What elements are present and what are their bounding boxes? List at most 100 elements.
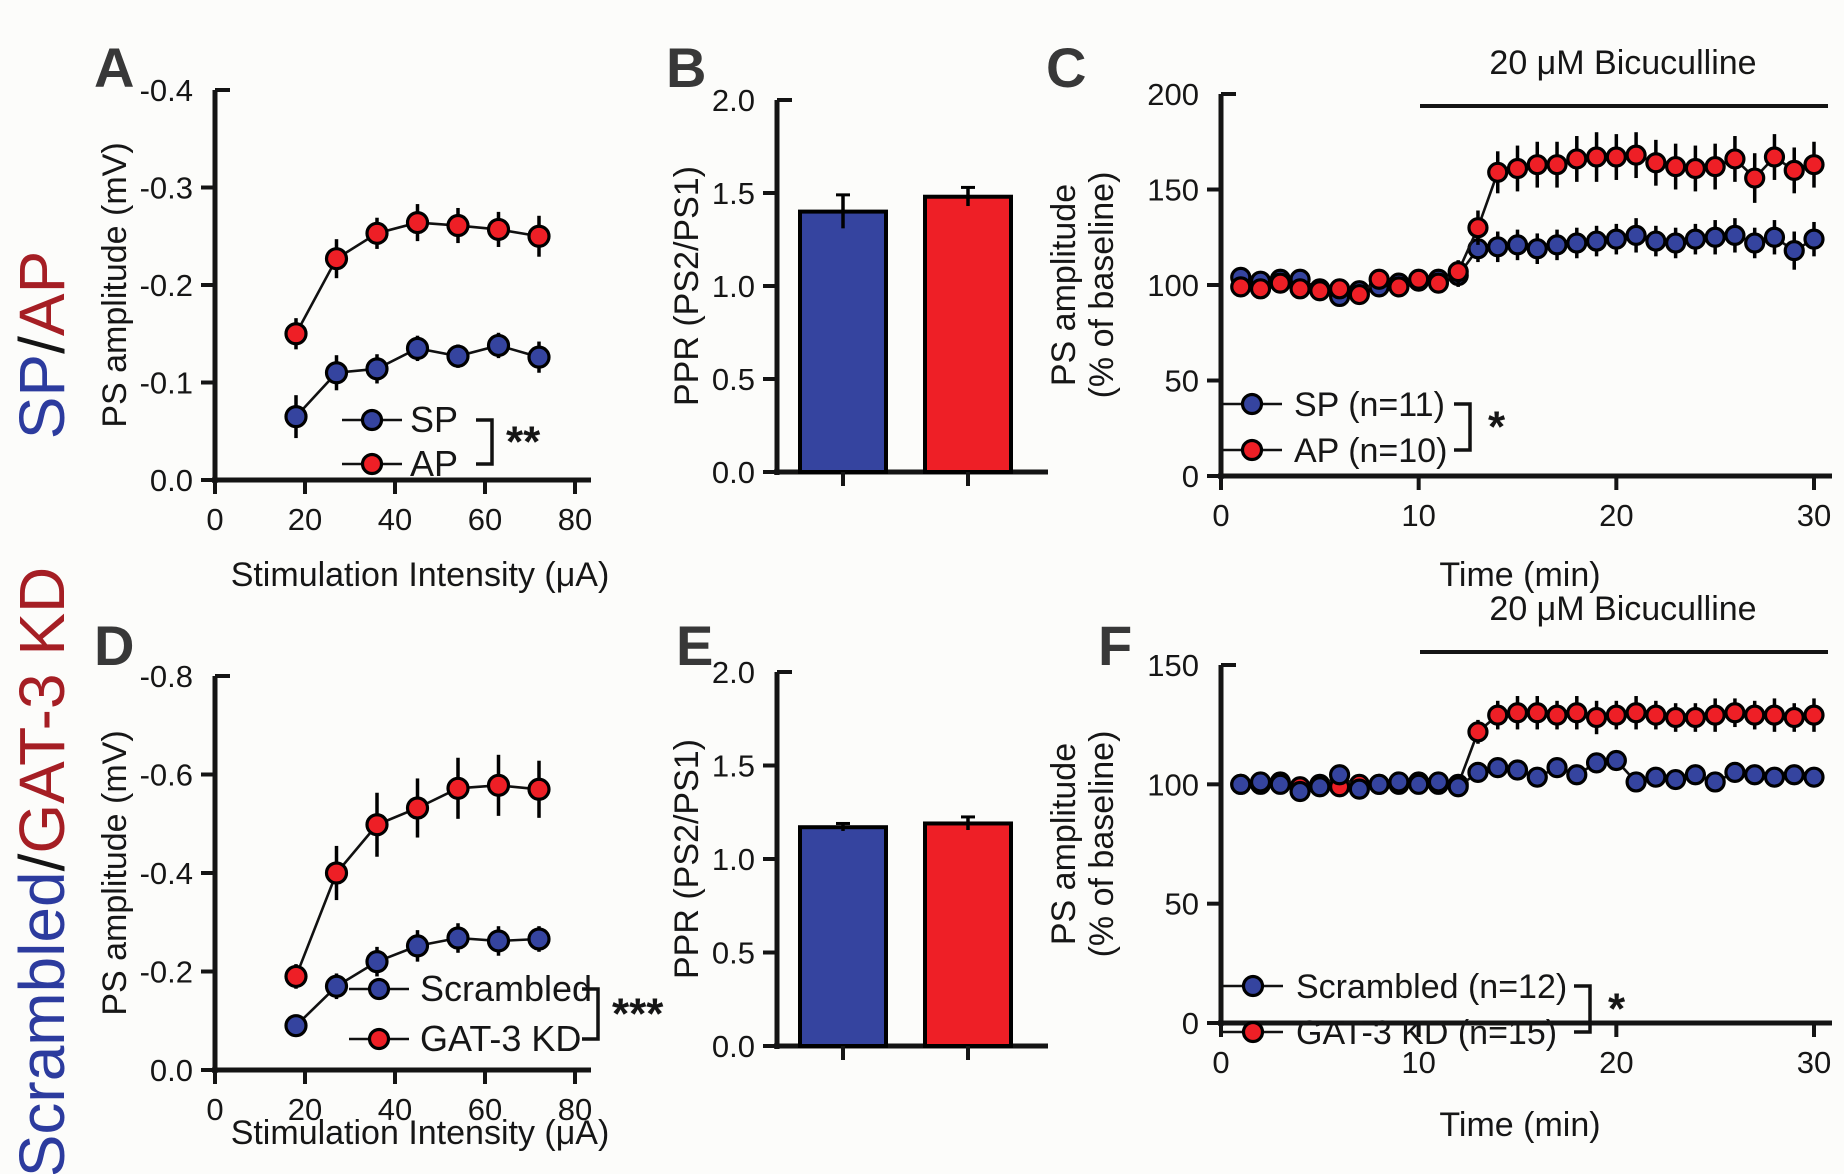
row-label-part: / <box>6 336 78 354</box>
y-tick-label: 0 <box>1182 1006 1199 1041</box>
data-point-red <box>1724 702 1746 724</box>
y-tick-label: -0.3 <box>140 171 193 206</box>
legend-label: Scrambled <box>420 968 592 1009</box>
data-point-blue <box>1605 749 1627 772</box>
data-point-blue <box>486 333 511 358</box>
data-point-blue <box>486 929 511 953</box>
series-red <box>284 754 551 989</box>
data-point-red <box>1783 706 1805 729</box>
y-tick-label: 2.0 <box>712 655 755 690</box>
data-point-blue <box>1269 773 1291 795</box>
y-axis-title: PS amplitude (mV) <box>96 730 134 1015</box>
data-point-blue <box>365 357 389 381</box>
x-tick-label: 60 <box>468 502 502 537</box>
data-point-red <box>1487 704 1509 726</box>
data-point-blue <box>1230 773 1252 795</box>
legend: SP (n=11) AP (n=10) * <box>1222 386 1506 470</box>
x-axis-title: Stimulation Intensity (μA) <box>231 556 610 594</box>
legend-label: Scrambled (n=12) <box>1296 968 1567 1006</box>
data-point-blue <box>446 344 470 368</box>
data-point-red <box>1546 154 1568 176</box>
data-point-red <box>486 217 511 242</box>
data-point-red <box>1665 155 1687 178</box>
data-point-blue <box>446 926 470 950</box>
x-tick-label: 20 <box>288 502 322 537</box>
y-tick-label: -0.8 <box>140 659 193 694</box>
legend-marker-red <box>360 452 384 476</box>
y-tick-label: 1.0 <box>712 269 755 304</box>
y-tick-label: 0 <box>1182 459 1199 494</box>
row-label-part: Scrambled <box>6 871 78 1174</box>
data-point-red <box>1783 159 1805 181</box>
significance-stars: *** <box>612 990 664 1039</box>
data-point-blue <box>1763 226 1786 248</box>
legend-marker-blue <box>1241 974 1265 998</box>
data-point-red <box>1427 272 1450 294</box>
significance-bracket <box>476 418 494 466</box>
x-tick-label: 20 <box>288 1092 322 1127</box>
panel-letter-f: F <box>1098 614 1133 677</box>
data-point-blue <box>1526 238 1548 260</box>
data-point-blue <box>1447 776 1469 798</box>
data-point-red <box>527 224 551 248</box>
series-blue <box>1230 749 1825 803</box>
data-point-blue <box>1724 224 1746 246</box>
series-red <box>1230 132 1825 306</box>
data-point-red <box>1348 283 1370 306</box>
data-point-blue <box>1388 771 1410 793</box>
legend-marker-blue <box>360 408 384 432</box>
data-point-blue <box>1684 764 1707 786</box>
panel-a: 0.0 -0.1 -0.2 -0.3 -0.4 0 20 40 60 80 Stimulation … <box>96 73 609 594</box>
series-line <box>1240 153 1815 296</box>
y-tick-label: -0.4 <box>140 856 193 891</box>
bar-red <box>923 194 1013 474</box>
data-point-blue <box>405 934 430 958</box>
data-point-blue <box>1605 228 1627 250</box>
data-point-red <box>1585 146 1608 168</box>
data-point-blue <box>1585 230 1608 252</box>
x-tick-label: 80 <box>558 502 592 537</box>
legend-label: SP (n=11) <box>1294 386 1445 424</box>
data-point-blue <box>1526 766 1548 788</box>
data-point-red <box>1684 157 1707 180</box>
data-point-blue <box>1506 759 1529 781</box>
x-tick-label: 30 <box>1797 1045 1831 1080</box>
x-tick-label: 80 <box>558 1092 592 1127</box>
row-label-part: GAT-3 KD <box>6 566 78 854</box>
panel-letter-d: D <box>94 614 135 677</box>
panel-letter-e: E <box>676 614 714 677</box>
x-tick-label: 0 <box>206 1092 223 1127</box>
x-tick-label: 10 <box>1401 1045 1435 1080</box>
legend-label: AP (n=10) <box>1294 432 1447 470</box>
panel-f: 0 50 100 150 0 10 20 30 Time (min) PS amplitude (%… <box>1045 590 1832 1144</box>
data-point-red <box>1625 144 1647 166</box>
y-tick-label: 0.5 <box>712 936 755 971</box>
data-point-red <box>1566 148 1588 170</box>
data-point-red <box>1744 167 1766 189</box>
data-point-blue <box>1546 757 1568 779</box>
data-point-blue <box>284 405 308 429</box>
data-point-blue <box>1645 766 1667 788</box>
data-point-red <box>284 322 308 346</box>
data-point-red <box>1526 154 1548 176</box>
y-tick-label: 50 <box>1165 887 1199 922</box>
panel-letter-b: B <box>666 36 707 99</box>
data-point-red <box>284 964 308 989</box>
data-point-red <box>1328 278 1351 300</box>
y-tick-label: 100 <box>1147 268 1199 303</box>
data-point-red <box>1487 161 1509 183</box>
series-blue <box>284 332 551 439</box>
y-axis-title: PPR (PS2/PS1) <box>668 739 706 979</box>
y-tick-label: 0.0 <box>712 455 755 490</box>
x-tick-label: 60 <box>468 1092 502 1127</box>
y-tick-label: 2.0 <box>712 83 755 118</box>
row-label-part: SP <box>6 353 78 440</box>
data-point-blue <box>1704 226 1726 248</box>
legend-label: SP <box>410 399 458 440</box>
y-tick-label: -0.4 <box>140 73 193 108</box>
data-point-red <box>527 777 551 801</box>
bar-blue <box>798 209 888 474</box>
legend-label: AP <box>410 443 458 484</box>
drug-label: 20 μM Bicuculline <box>1489 590 1756 628</box>
